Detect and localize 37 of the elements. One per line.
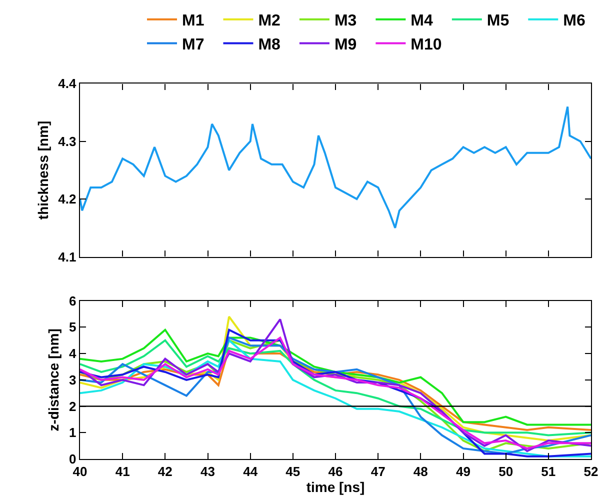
x-tick-label: 41 <box>115 464 130 479</box>
legend-label: M10 <box>410 36 442 54</box>
x-tick-label: 43 <box>200 464 215 479</box>
line-series <box>80 328 591 426</box>
y-tick-label: 4.3 <box>58 134 76 149</box>
legend-label: M8 <box>258 36 281 54</box>
legend-label: M6 <box>563 12 586 30</box>
legend-label: M4 <box>410 12 434 30</box>
x-tick-label: 47 <box>370 464 386 479</box>
legend-label: M2 <box>258 12 281 30</box>
line-series <box>80 106 591 229</box>
legend-label: M1 <box>182 12 204 30</box>
x-tick-label: 50 <box>498 464 514 479</box>
y-tick-label: 6 <box>69 293 76 308</box>
y-tick-label: 5 <box>69 320 76 335</box>
y-tick-label: 4.2 <box>58 192 76 207</box>
y-tick-label: 2 <box>69 398 76 414</box>
legend-label: M5 <box>486 12 510 30</box>
y-tick-label: 4 <box>69 346 78 362</box>
legend-label: M7 <box>182 36 204 54</box>
x-tick-label: 48 <box>413 464 428 479</box>
y-axis-title: z-distance [nm] <box>46 328 62 432</box>
legend-label: M9 <box>334 36 357 54</box>
y-tick-label: 4.4 <box>58 76 78 92</box>
y-tick-label: 1 <box>69 425 76 440</box>
y-tick-label: 3 <box>69 372 76 388</box>
x-axis-title: time [ns] <box>306 479 365 496</box>
y-tick-label: 4.1 <box>58 249 76 264</box>
legend-label: M3 <box>334 12 357 30</box>
x-tick-label: 42 <box>158 464 172 479</box>
x-tick-label: 46 <box>328 464 343 479</box>
x-tick-label: 52 <box>584 464 598 479</box>
x-tick-label: 45 <box>286 464 300 479</box>
x-tick-label: 51 <box>541 464 556 479</box>
y-axis-title: thickness [nm] <box>34 120 51 220</box>
x-tick-label: 44 <box>243 464 258 479</box>
x-tick-label: 49 <box>456 464 470 479</box>
